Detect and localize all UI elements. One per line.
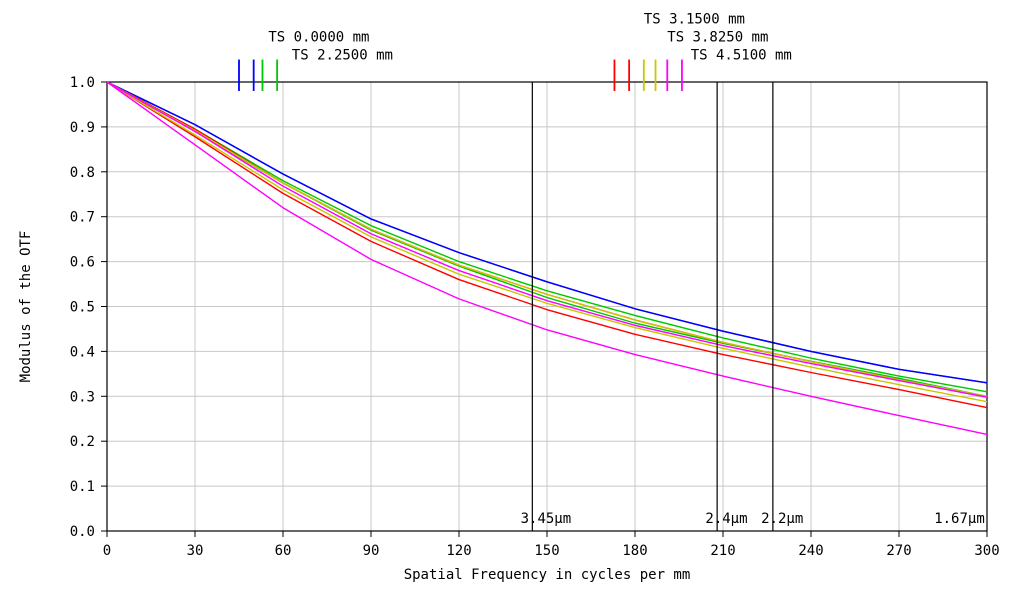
marker-label: 2.2µm (761, 511, 803, 527)
svg-text:180: 180 (622, 543, 647, 559)
svg-text:0.7: 0.7 (70, 210, 95, 226)
svg-text:90: 90 (363, 543, 380, 559)
svg-text:60: 60 (275, 543, 292, 559)
marker-label: 2.4µm (705, 511, 747, 527)
marker-label: 3.45µm (521, 511, 572, 527)
y-axis-label: Modulus of the OTF (18, 231, 34, 383)
legend-label: TS 4.5100 mm (691, 48, 792, 64)
svg-text:1.0: 1.0 (70, 75, 95, 91)
legend-label: TS 2.2500 mm (292, 48, 393, 64)
legend-label: TS 3.1500 mm (644, 12, 745, 28)
legend-label: TS 3.8250 mm (667, 30, 768, 46)
marker-label: 1.67µm (934, 511, 985, 527)
svg-text:0.6: 0.6 (70, 255, 95, 271)
svg-text:0.2: 0.2 (70, 434, 95, 450)
x-axis-label: Spatial Frequency in cycles per mm (404, 567, 691, 583)
svg-text:0.3: 0.3 (70, 389, 95, 405)
svg-text:150: 150 (534, 543, 559, 559)
legend-label: TS 0.0000 mm (268, 30, 369, 46)
mtf-chart: 3.45µm 2.4µm 2.2µm 1.67µm 0 30 60 90 120 150 180 21… (0, 0, 1022, 595)
svg-text:270: 270 (886, 543, 911, 559)
svg-text:0.1: 0.1 (70, 479, 95, 495)
svg-text:300: 300 (974, 543, 999, 559)
svg-text:0.4: 0.4 (70, 344, 95, 360)
svg-text:120: 120 (446, 543, 471, 559)
svg-text:0.0: 0.0 (70, 524, 95, 540)
svg-text:0.9: 0.9 (70, 120, 95, 136)
chart-svg: 3.45µm 2.4µm 2.2µm 1.67µm 0 30 60 90 120 150 180 21… (0, 0, 1022, 595)
svg-text:0.8: 0.8 (70, 165, 95, 181)
svg-text:0: 0 (103, 543, 111, 559)
svg-text:210: 210 (710, 543, 735, 559)
svg-text:240: 240 (798, 543, 823, 559)
svg-text:30: 30 (187, 543, 204, 559)
svg-text:0.5: 0.5 (70, 300, 95, 316)
